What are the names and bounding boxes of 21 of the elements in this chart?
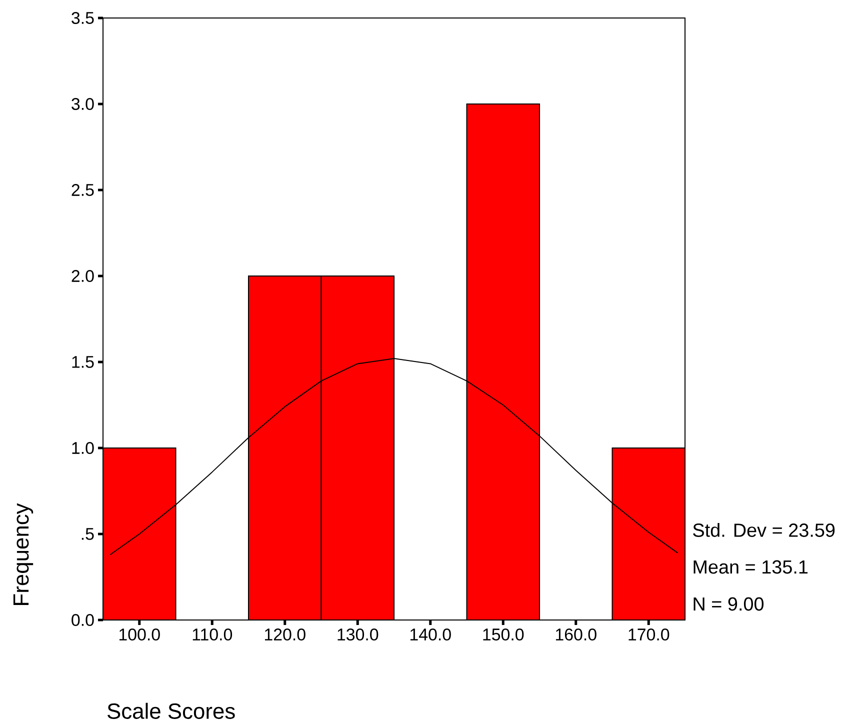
x-tick-label: 130.0 xyxy=(338,628,378,641)
x-tick-label: 120.0 xyxy=(264,628,306,641)
x-tick-label: 100.0 xyxy=(119,628,160,641)
text: N = 9.00 xyxy=(694,597,764,611)
y-tick-label: 2.5 xyxy=(72,184,94,196)
x-tick-label: 150.0 xyxy=(483,628,524,641)
x-tick-label: 110.0 xyxy=(192,628,232,641)
x-tick-label: 160.0 xyxy=(556,628,596,641)
x-tick-label: 140.0 xyxy=(410,628,451,641)
y-tick-label: 3.5 xyxy=(72,12,94,24)
y-tick-label: 0.0 xyxy=(72,614,94,626)
y-tick-label: 1.5 xyxy=(72,356,94,368)
y-tick-label: 2.0 xyxy=(72,270,94,282)
x-axis-title: Scale Scores xyxy=(108,702,235,719)
y-tick-label: .5 xyxy=(82,528,94,540)
y-tick-label: 3.0 xyxy=(72,98,94,110)
x-tick-label: 170.0 xyxy=(628,628,670,641)
text: Std. Dev = 23.59 xyxy=(693,523,835,537)
text: Mean = 135.1 xyxy=(694,560,808,574)
y-axis-title: Frequency xyxy=(13,503,34,605)
y-tick-label: 1.0 xyxy=(72,442,94,454)
